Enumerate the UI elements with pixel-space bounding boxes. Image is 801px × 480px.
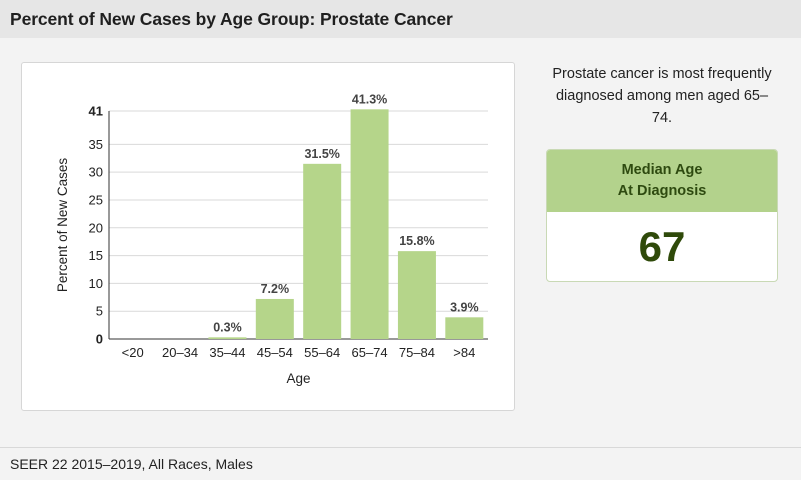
bar-value-label: 0.3% xyxy=(213,320,242,334)
x-tick-label: 75–84 xyxy=(399,345,435,360)
y-tick-label: 10 xyxy=(89,276,103,291)
median-age-value: 67 xyxy=(638,223,686,270)
bar xyxy=(208,337,247,339)
bar xyxy=(350,109,389,339)
x-tick-label: >84 xyxy=(453,345,475,360)
bar-value-label: 41.3% xyxy=(352,92,387,106)
x-axis-title: Age xyxy=(286,371,310,386)
y-tick-label: 41 xyxy=(89,104,103,119)
bar-value-label: 7.2% xyxy=(261,282,290,296)
x-tick-label: 35–44 xyxy=(209,345,245,360)
y-tick-label: 20 xyxy=(89,220,103,235)
footer-source-text: SEER 22 2015–2019, All Races, Males xyxy=(10,456,253,472)
bar xyxy=(397,251,436,339)
footer-source: SEER 22 2015–2019, All Races, Males xyxy=(0,447,801,480)
median-age-card: Median Age At Diagnosis 67 xyxy=(546,149,778,282)
x-tick-label: 20–34 xyxy=(162,345,198,360)
y-tick-label: 15 xyxy=(89,248,103,263)
y-tick-label: 0 xyxy=(96,332,103,347)
bar-value-label: 15.8% xyxy=(399,234,434,248)
y-tick-label: 5 xyxy=(96,304,103,319)
bar xyxy=(445,317,484,339)
bar-chart: 0 5 10 15 20 25 30 35 41 <20 20–34 0.3% 35–44 7.2% 45–… xyxy=(55,92,488,386)
median-age-header: Median Age At Diagnosis xyxy=(547,150,777,212)
x-tick-label: 55–64 xyxy=(304,345,340,360)
median-age-title-line2: At Diagnosis xyxy=(617,183,707,199)
y-tick-label: 35 xyxy=(89,137,103,152)
bar-value-label: 3.9% xyxy=(450,300,479,314)
median-age-title-line1: Median Age xyxy=(621,162,703,178)
header-bar: Percent of New Cases by Age Group: Prost… xyxy=(0,0,801,38)
x-tick-label: 45–54 xyxy=(257,345,293,360)
x-tick-label: 65–74 xyxy=(351,345,387,360)
y-axis-title: Percent of New Cases xyxy=(55,158,70,293)
y-tick-label: 30 xyxy=(89,165,103,180)
chart-description: Prostate cancer is most frequently diagn… xyxy=(552,66,772,126)
y-tick-label: 25 xyxy=(89,192,103,207)
bar xyxy=(303,163,342,339)
page-title: Percent of New Cases by Age Group: Prost… xyxy=(10,8,453,29)
bar xyxy=(255,298,294,339)
chart-card: 0 5 10 15 20 25 30 35 41 <20 20–34 0.3% 35–44 7.2% 45–… xyxy=(21,62,515,411)
x-tick-label: <20 xyxy=(122,345,144,360)
bar-value-label: 31.5% xyxy=(304,147,339,161)
